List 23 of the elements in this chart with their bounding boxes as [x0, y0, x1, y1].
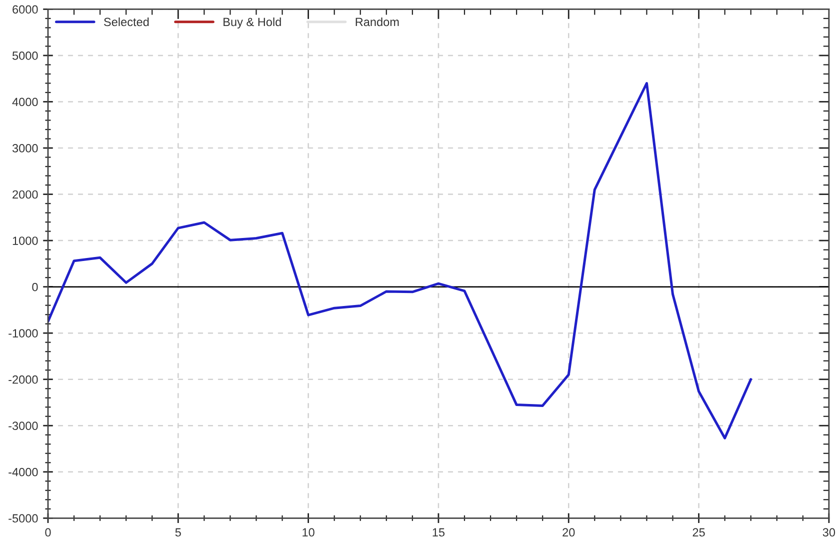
- y-tick-label: 2000: [12, 190, 38, 199]
- y-tick-label: 0: [32, 282, 38, 292]
- y-tick-label: 3000: [12, 144, 38, 152]
- x-tick-label: 10: [302, 528, 314, 537]
- y-tick-label: -5000: [8, 514, 38, 523]
- y-tick-label: 1000: [12, 236, 38, 245]
- x-tick-label: 0: [45, 528, 51, 537]
- line-series: [48, 82, 752, 440]
- y-tick-label: -4000: [8, 468, 38, 476]
- legend-label: Selected: [104, 17, 149, 26]
- y-tick-label: -1000: [8, 329, 38, 338]
- legend-label: Buy & Hold: [224, 17, 281, 28]
- y-tick-label: 4000: [12, 98, 38, 106]
- x-tick-label: 20: [562, 528, 575, 537]
- x-tick-label: 25: [692, 528, 705, 537]
- y-tick-label: -3000: [8, 422, 38, 430]
- legend-label: Random: [356, 17, 399, 26]
- y-tick-label: 6000: [12, 5, 38, 14]
- y-tick-label: -2000: [8, 375, 38, 384]
- x-tick-label: 15: [432, 528, 445, 537]
- x-tick-label: 30: [822, 528, 836, 537]
- x-tick-label: 5: [175, 528, 181, 537]
- y-tick-label: 5000: [12, 52, 38, 60]
